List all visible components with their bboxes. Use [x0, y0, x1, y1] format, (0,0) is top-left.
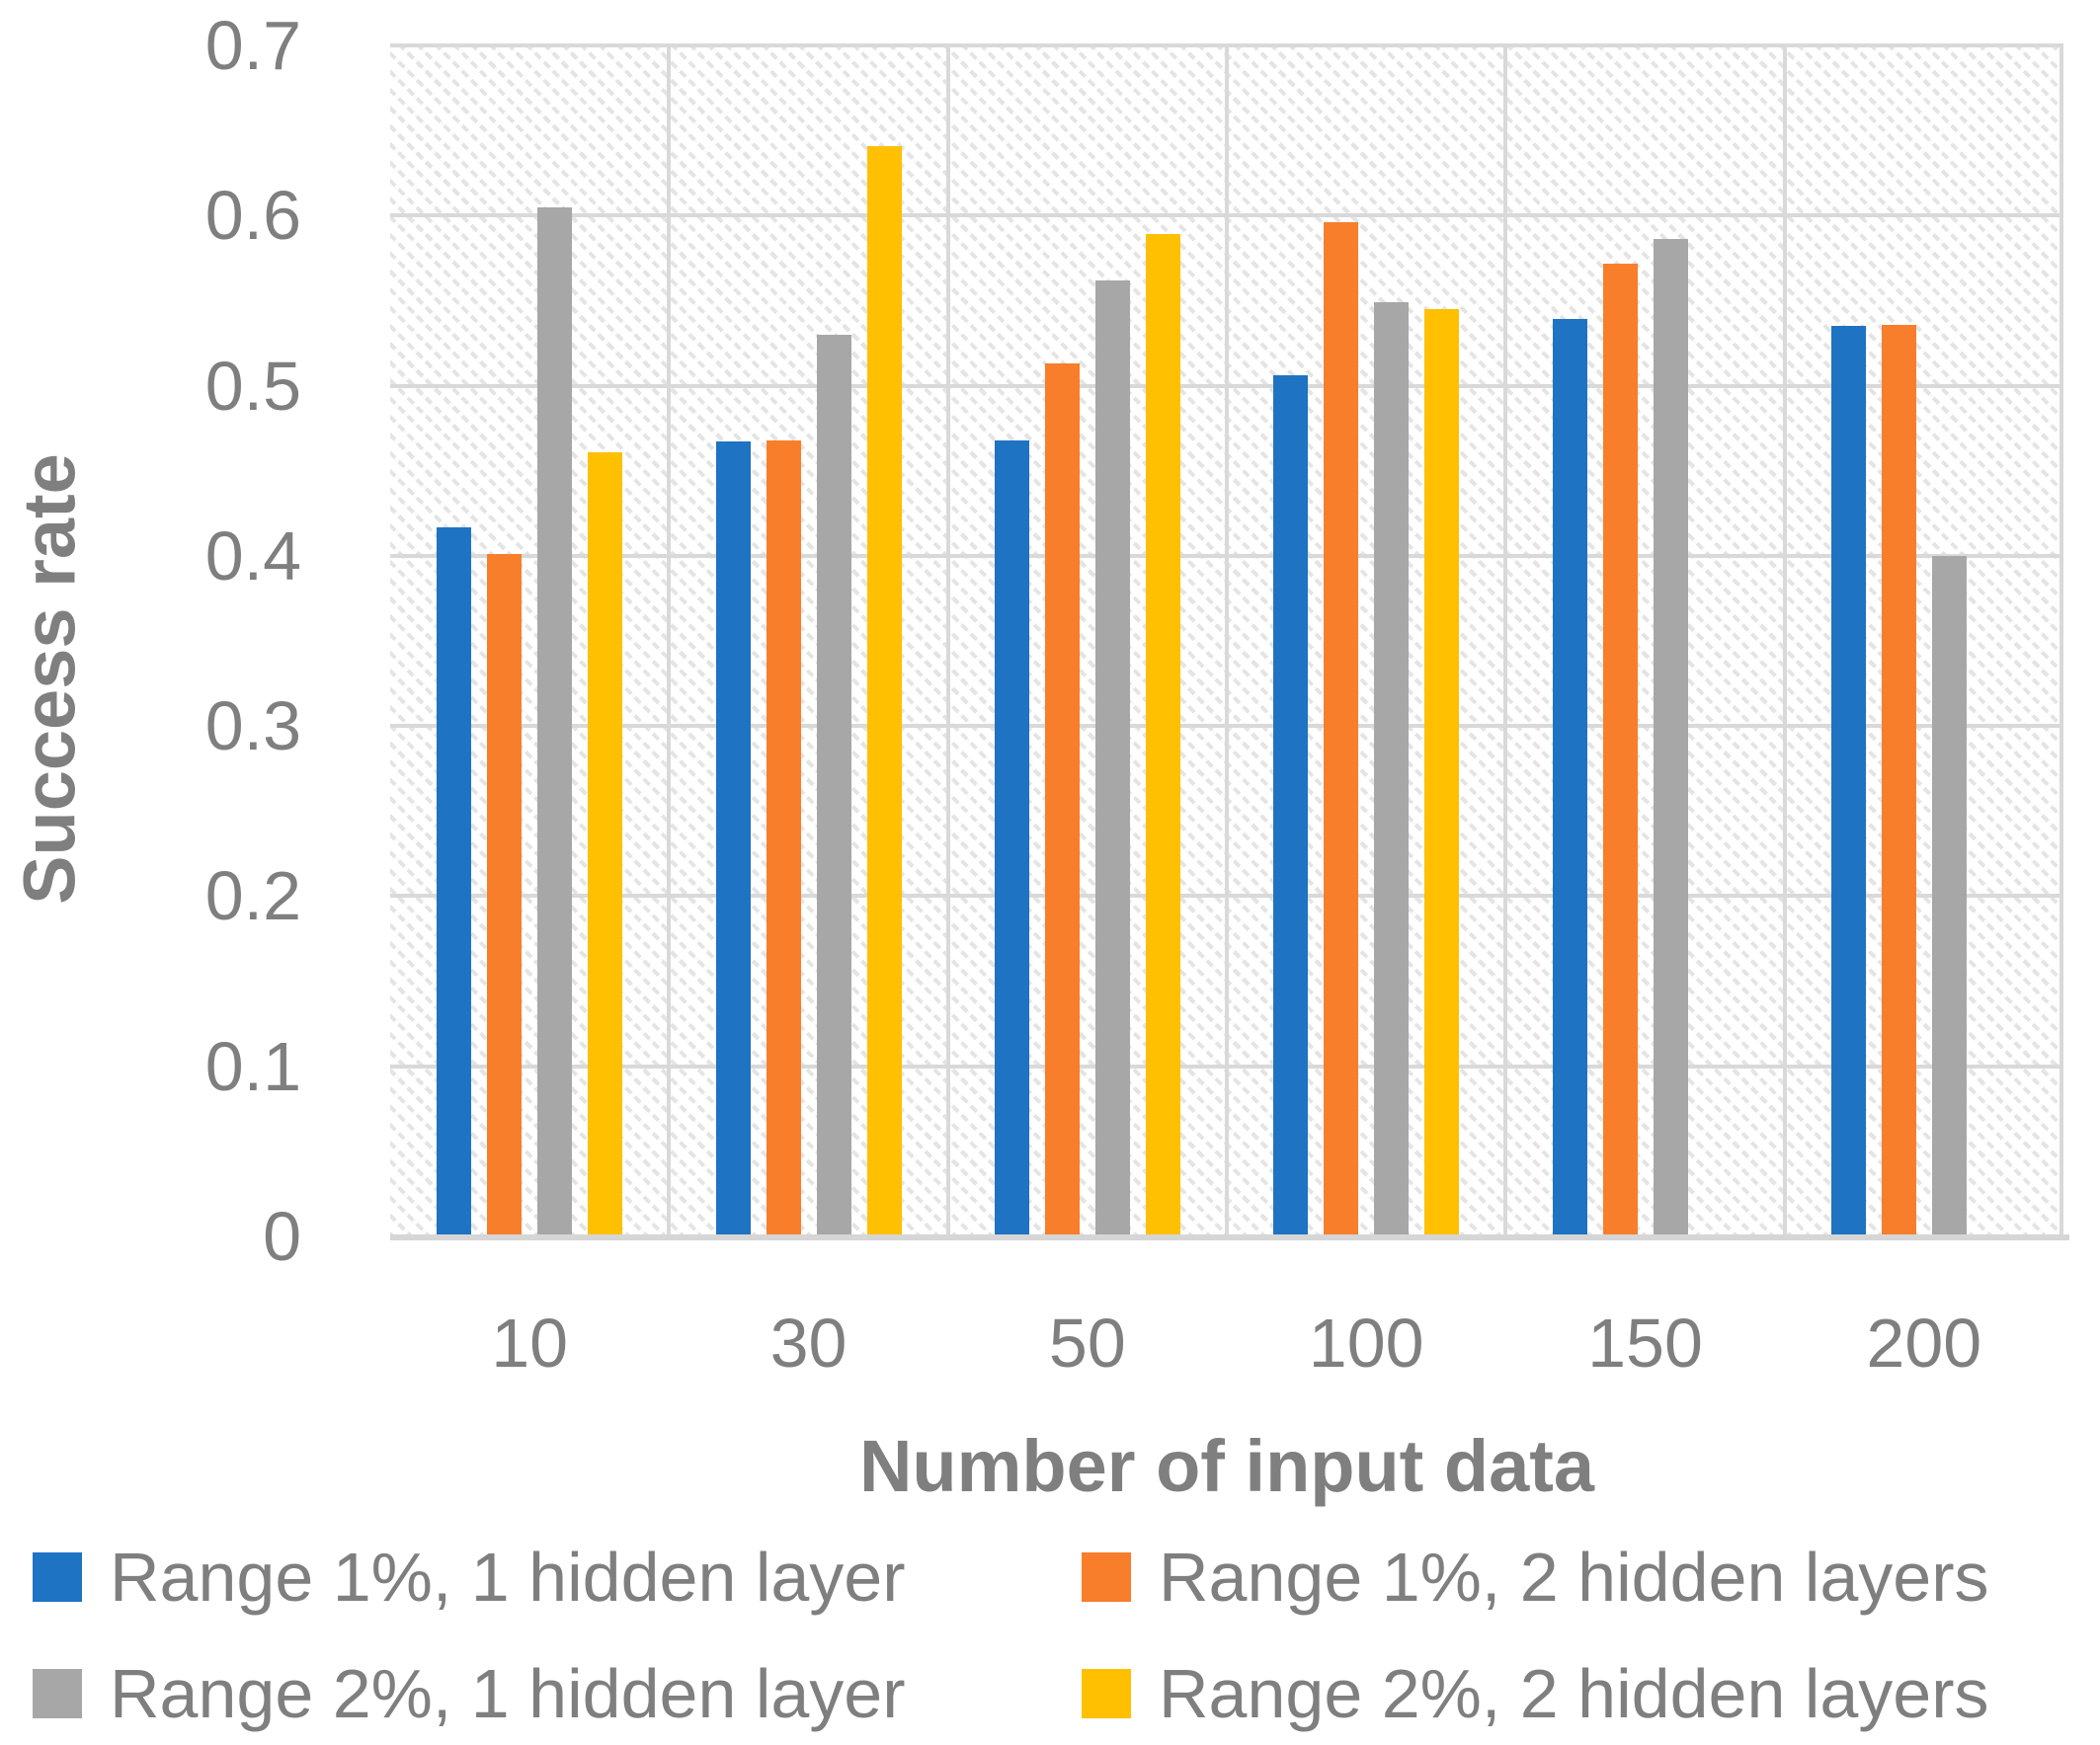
- y-tick-label: 0: [263, 1198, 301, 1275]
- x-tick-label: 200: [1866, 1305, 1982, 1382]
- legend-label: Range 2%, 2 hidden layers: [1159, 1655, 1989, 1732]
- bar-range-1-2-hidden-layers-100: [1324, 222, 1359, 1236]
- x-tick-label: 100: [1308, 1305, 1424, 1382]
- y-tick-label: 0.3: [204, 687, 301, 765]
- legend-swatch: [33, 1552, 82, 1602]
- plot-area: [390, 43, 2063, 1236]
- legend-label: Range 1%, 2 hidden layers: [1159, 1539, 1989, 1616]
- legend-label: Range 2%, 1 hidden layer: [110, 1655, 906, 1732]
- legend: Range 1%, 1 hidden layer Range 1%, 2 hidd…: [33, 1543, 2077, 1728]
- bar-range-2-1-hidden-layer-10: [537, 206, 573, 1236]
- legend-swatch: [1082, 1669, 1131, 1718]
- y-tick-label: 0.4: [204, 516, 301, 595]
- bar-range-2-2-hidden-layers-30: [866, 145, 902, 1236]
- vertical-gridline: [1503, 45, 1508, 1236]
- vertical-gridline: [667, 45, 672, 1236]
- bar-range-2-1-hidden-layer-100: [1374, 302, 1410, 1236]
- bar-range-1-1-hidden-layer-100: [1273, 375, 1309, 1236]
- x-tick-label: 150: [1587, 1305, 1703, 1382]
- x-axis-title: Number of input data: [858, 1425, 1595, 1507]
- bar-range-1-1-hidden-layer-200: [1830, 326, 1866, 1236]
- y-tick-label: 0.2: [204, 857, 301, 935]
- bar-range-2-1-hidden-layer-50: [1094, 279, 1130, 1236]
- bar-range-2-1-hidden-layer-30: [816, 334, 851, 1236]
- bar-range-1-2-hidden-layers-50: [1044, 363, 1080, 1236]
- bar-range-2-2-hidden-layers-10: [588, 451, 623, 1236]
- legend-item: Range 2%, 2 hidden layers: [1082, 1659, 2077, 1728]
- vertical-gridline: [1225, 45, 1229, 1236]
- bar-range-2-2-hidden-layers-50: [1145, 234, 1180, 1236]
- bar-range-1-2-hidden-layers-30: [766, 439, 801, 1236]
- vertical-gridline: [2060, 45, 2063, 1236]
- legend-item: Range 2%, 1 hidden layer: [33, 1659, 1082, 1728]
- y-tick-label: 0.5: [204, 347, 301, 425]
- bar-range-2-2-hidden-layers-100: [1424, 309, 1460, 1236]
- y-tick-label: 0.6: [204, 177, 301, 255]
- y-tick-label: 0.7: [204, 7, 301, 84]
- bar-range-1-2-hidden-layers-200: [1881, 324, 1916, 1236]
- legend-swatch: [1082, 1552, 1131, 1602]
- legend-label: Range 1%, 1 hidden layer: [110, 1539, 906, 1616]
- x-axis-line: [390, 1234, 2069, 1240]
- bar-range-2-1-hidden-layer-200: [1931, 555, 1967, 1236]
- legend-item: Range 1%, 1 hidden layer: [33, 1543, 1082, 1612]
- bar-range-1-1-hidden-layer-50: [994, 439, 1029, 1236]
- legend-item: Range 1%, 2 hidden layers: [1082, 1543, 2077, 1612]
- x-tick-label: 50: [1048, 1305, 1126, 1382]
- legend-swatch: [33, 1669, 82, 1718]
- bar-range-1-1-hidden-layer-30: [715, 441, 751, 1236]
- bar-range-1-1-hidden-layer-10: [437, 526, 472, 1236]
- x-tick-label: 10: [491, 1305, 569, 1382]
- bar-range-1-2-hidden-layers-150: [1602, 263, 1638, 1236]
- x-tick-label: 30: [769, 1305, 848, 1382]
- bar-range-1-2-hidden-layers-10: [487, 554, 523, 1236]
- y-tick-label: 0.1: [204, 1027, 301, 1105]
- vertical-gridline: [945, 45, 950, 1236]
- bar-range-1-1-hidden-layer-150: [1552, 319, 1587, 1236]
- vertical-gridline: [1782, 45, 1787, 1236]
- bar-range-2-1-hidden-layer-150: [1653, 239, 1688, 1236]
